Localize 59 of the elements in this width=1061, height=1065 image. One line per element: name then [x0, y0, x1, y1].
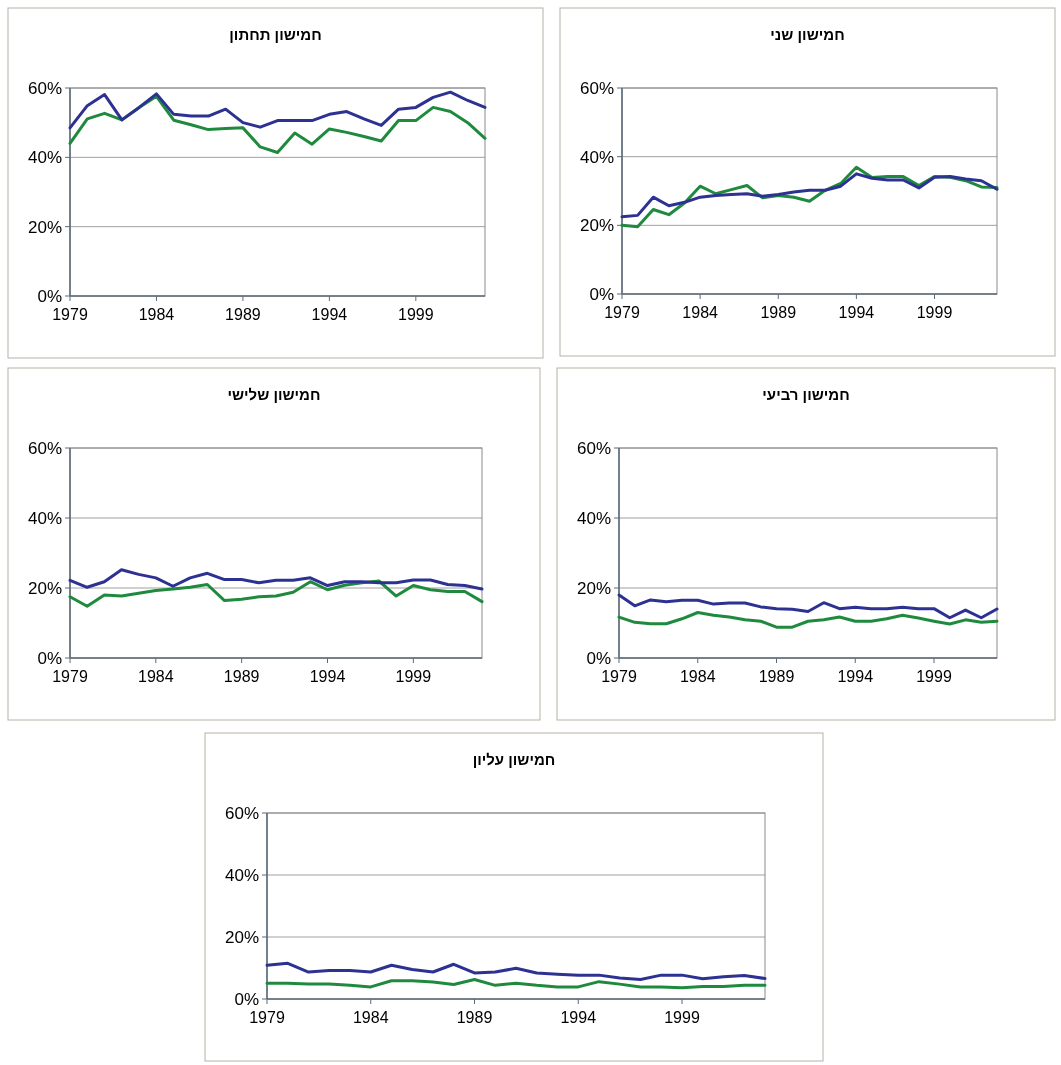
y-tick-label: 20% [576, 579, 611, 598]
x-tick-label: 1979 [604, 304, 640, 321]
x-tick-label: 1979 [249, 1009, 285, 1026]
y-tick-label: 0% [234, 990, 259, 1009]
x-tick-label: 1999 [664, 1009, 700, 1026]
y-tick-label: 40% [579, 147, 614, 167]
y-tick-label: 0% [37, 287, 62, 306]
x-tick-label: 1999 [398, 306, 434, 323]
y-tick-label: 40% [27, 148, 62, 168]
y-tick-label: 40% [27, 509, 62, 528]
x-tick-label: 1979 [52, 306, 88, 323]
y-tick-label: 60% [224, 804, 259, 823]
y-tick-label: 0% [586, 649, 611, 668]
x-tick-label: 1999 [916, 304, 953, 321]
chart-title: חמישון שלישי [227, 386, 321, 403]
y-tick-label: 60% [579, 79, 614, 98]
x-tick-label: 1989 [456, 1009, 493, 1026]
y-tick-label: 20% [579, 216, 614, 236]
y-tick-label: 0% [589, 285, 614, 304]
line-series [68, 90, 487, 130]
x-tick-label: 1994 [837, 668, 874, 685]
x-tick-label: 1989 [223, 668, 260, 685]
chart-title: חמישון עליון [472, 751, 556, 768]
y-tick-label: 40% [576, 509, 611, 528]
y-tick-label: 60% [576, 439, 611, 458]
line-series [68, 94, 487, 154]
line-series [265, 961, 767, 981]
chart-title: חמישון תחתון [229, 26, 322, 43]
x-tick-label: 1994 [311, 306, 348, 323]
x-tick-label: 1994 [309, 668, 346, 685]
x-tick-label: 1994 [560, 1009, 597, 1026]
chart-title: חמישון רביעי [762, 386, 850, 403]
line-series [617, 611, 999, 629]
x-tick-label: 1979 [601, 668, 637, 685]
x-tick-label: 1984 [138, 668, 174, 685]
x-tick-label: 1984 [682, 304, 719, 321]
line-series [617, 593, 999, 620]
x-tick-label: 1999 [916, 668, 952, 685]
line-series [265, 977, 767, 990]
x-tick-label: 1979 [52, 668, 88, 685]
x-tick-label: 1984 [352, 1009, 389, 1026]
line-series [68, 568, 484, 591]
y-tick-label: 40% [224, 866, 259, 885]
chart-title: חמישון שני [770, 26, 845, 43]
x-tick-label: 1999 [395, 668, 432, 685]
y-tick-label: 20% [27, 217, 62, 237]
line-series [620, 172, 999, 219]
x-tick-label: 1994 [838, 304, 875, 321]
y-tick-label: 60% [27, 79, 62, 98]
y-tick-label: 60% [27, 439, 62, 458]
x-tick-label: 1989 [758, 668, 795, 685]
y-tick-label: 0% [37, 649, 62, 668]
y-tick-label: 20% [27, 579, 62, 598]
x-tick-label: 1984 [679, 668, 716, 685]
line-series [68, 579, 484, 608]
x-tick-label: 1984 [138, 306, 175, 323]
x-tick-label: 1989 [225, 306, 261, 323]
y-tick-label: 20% [224, 928, 259, 947]
x-tick-label: 1989 [760, 304, 797, 321]
